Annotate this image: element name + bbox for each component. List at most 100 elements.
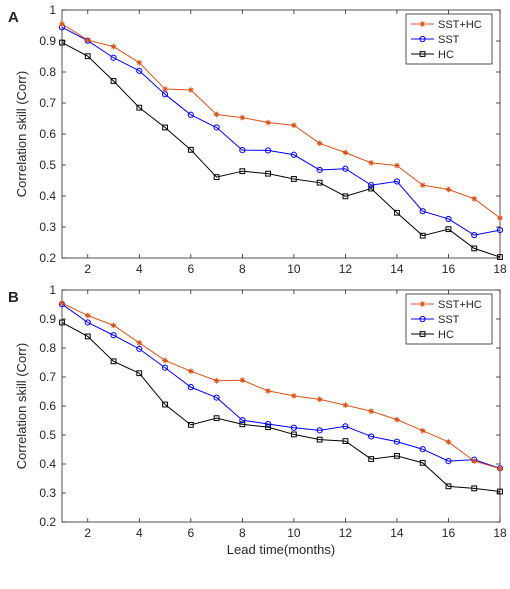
data-point	[84, 319, 91, 326]
data-point	[342, 165, 349, 172]
y-tick-label: 0.8	[39, 65, 56, 79]
data-point	[445, 215, 452, 223]
data-point	[342, 438, 349, 444]
data-point	[471, 458, 478, 464]
data-point	[161, 364, 169, 371]
data-point	[162, 86, 168, 92]
data-point	[291, 122, 297, 129]
series-hc	[59, 319, 503, 495]
panel-label: A	[8, 9, 19, 26]
data-point	[84, 53, 91, 60]
series-sst-hc	[59, 300, 503, 472]
legend-marker	[419, 331, 426, 337]
series-line	[61, 23, 501, 219]
x-tick-label: 18	[493, 262, 507, 276]
y-tick-label: 0.8	[39, 341, 56, 355]
x-tick-label: 10	[287, 262, 301, 276]
data-point	[187, 111, 194, 118]
data-point	[239, 377, 246, 383]
data-point	[316, 166, 323, 174]
y-tick-label: 0.5	[39, 428, 56, 442]
legend-marker	[419, 21, 426, 27]
x-tick-label: 8	[239, 526, 246, 540]
data-point	[239, 114, 246, 121]
y-tick-label: 1	[49, 3, 56, 17]
data-point	[110, 43, 117, 50]
legend-label: SST+HC	[438, 299, 482, 311]
legend-item: HC	[411, 329, 454, 341]
y-axis-label: Correlation skill (Corr)	[14, 71, 29, 197]
data-point	[213, 111, 220, 118]
x-axis-label: Lead time(months)	[227, 542, 335, 557]
x-tick-label: 2	[84, 526, 91, 540]
data-point	[445, 439, 452, 445]
series-sst	[58, 24, 504, 239]
y-tick-label: 0.9	[39, 312, 56, 326]
legend-label: SST+HC	[438, 19, 482, 31]
data-point	[368, 182, 375, 189]
data-point	[187, 146, 194, 153]
data-point	[394, 452, 400, 459]
data-point	[84, 37, 91, 43]
data-point	[419, 427, 426, 434]
data-point	[187, 384, 194, 391]
legend-item: SST+HC	[411, 19, 482, 31]
data-point	[239, 168, 246, 175]
data-point	[419, 232, 426, 239]
y-tick-label: 0.2	[39, 515, 56, 529]
data-point	[239, 421, 246, 428]
data-point	[497, 254, 503, 260]
y-tick-label: 0.2	[39, 251, 56, 265]
data-point	[394, 416, 400, 423]
y-tick-label: 0.3	[39, 220, 56, 234]
data-point	[368, 456, 375, 462]
data-point	[59, 300, 65, 306]
data-point	[316, 140, 323, 147]
y-tick-label: 0.4	[39, 189, 56, 203]
y-axis-label: Correlation skill (Corr)	[14, 343, 29, 469]
data-point	[419, 208, 426, 215]
data-point	[213, 415, 220, 422]
data-point	[59, 39, 65, 46]
data-point	[290, 176, 297, 182]
y-tick-label: 0.9	[39, 34, 56, 48]
x-tick-label: 16	[442, 526, 456, 540]
data-point	[265, 170, 272, 177]
data-point	[471, 231, 478, 239]
x-tick-label: 4	[136, 526, 143, 540]
data-point	[290, 151, 297, 158]
legend-item: HC	[411, 49, 454, 61]
data-point	[393, 178, 401, 185]
x-tick-label: 6	[187, 262, 194, 276]
data-point	[497, 465, 503, 472]
data-point	[59, 319, 65, 326]
series-line	[61, 302, 501, 470]
data-point	[419, 446, 426, 453]
legend-label: SST	[438, 34, 460, 46]
legend: SST+HC SST HC	[405, 293, 493, 345]
legend-item: SST+HC	[411, 299, 482, 311]
y-tick-label: 1	[49, 283, 56, 297]
data-point	[342, 402, 349, 408]
data-point	[110, 78, 117, 84]
data-point	[445, 483, 452, 490]
data-point	[136, 345, 143, 352]
data-point	[342, 193, 349, 200]
x-tick-label: 12	[339, 526, 353, 540]
x-tick-label: 6	[187, 526, 194, 540]
series-sst-hc	[59, 21, 503, 221]
data-point	[110, 358, 117, 365]
panel-b: B 2 4 6 8 10 12 14 16 18 0.2 0.3 0.4 0.5 0.6 0.7 0.8 0.9 1…	[8, 283, 507, 557]
x-tick-label: 14	[390, 262, 404, 276]
data-point	[497, 488, 503, 495]
data-point	[162, 357, 168, 364]
legend-marker	[419, 51, 426, 57]
legend-label: SST	[438, 314, 460, 326]
x-tick-label: 10	[287, 526, 301, 540]
data-point	[394, 162, 400, 169]
data-point	[84, 333, 91, 340]
data-point	[110, 322, 117, 329]
x-tick-label: 12	[339, 262, 353, 276]
data-point	[419, 182, 426, 188]
data-point	[316, 427, 323, 434]
